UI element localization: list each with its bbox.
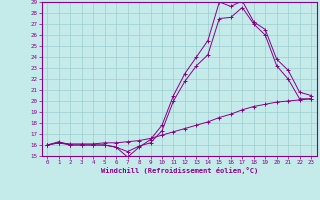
X-axis label: Windchill (Refroidissement éolien,°C): Windchill (Refroidissement éolien,°C) bbox=[100, 167, 258, 174]
